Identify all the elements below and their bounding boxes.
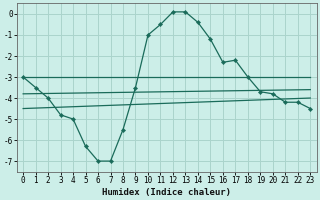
X-axis label: Humidex (Indice chaleur): Humidex (Indice chaleur) xyxy=(102,188,231,197)
